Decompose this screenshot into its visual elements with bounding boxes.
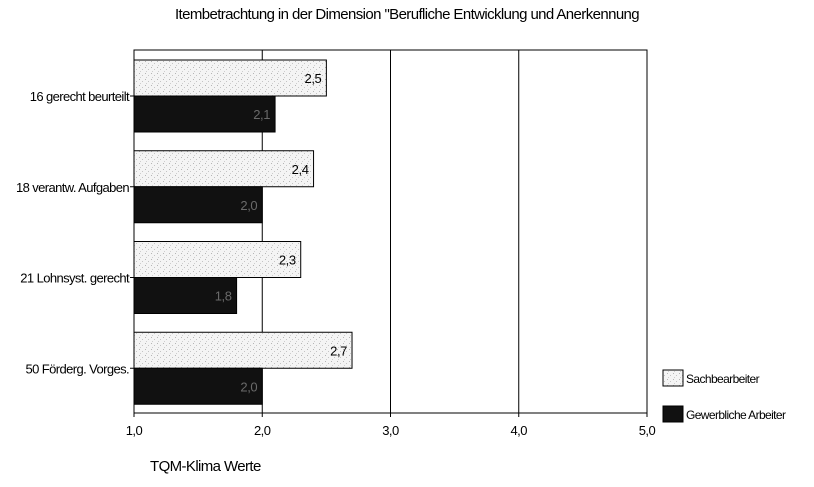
bar-sachbearbeiter <box>133 150 315 188</box>
legend-label: Gewerbliche Arbeiter <box>686 408 786 422</box>
category-label: 16 gerecht beurteilt <box>30 89 130 104</box>
x-tick-label: 5,0 <box>639 423 656 438</box>
data-label: 2,1 <box>253 107 270 122</box>
category-label: 21 Lohnsyst. gerecht <box>20 271 130 286</box>
bar-sachbearbeiter <box>133 331 353 369</box>
x-tick-label: 2,0 <box>254 423 271 438</box>
x-tick-label: 3,0 <box>382 423 399 438</box>
category-label: 18 verantw. Aufgaben <box>16 180 129 195</box>
data-label: 2,3 <box>279 253 296 268</box>
bar-gewerbliche-arbeiter <box>133 95 276 133</box>
legend-label: Sachbearbeiter <box>686 372 760 386</box>
x-tick-label: 1,0 <box>126 423 143 438</box>
x-axis-label: TQM-Klima Werte <box>150 458 261 475</box>
legend-swatch-sachbearbeiter <box>662 369 684 387</box>
legend-swatch-gewerbliche-arbeiter <box>662 405 684 423</box>
data-label: 2,4 <box>292 162 309 177</box>
data-label: 2,5 <box>305 71 322 86</box>
bar-gewerbliche-arbeiter <box>133 186 263 224</box>
bar-gewerbliche-arbeiter <box>133 367 263 405</box>
category-label: 50 Förderg. Vorges. <box>26 361 130 376</box>
bar-sachbearbeiter <box>133 241 302 278</box>
x-tick-label: 4,0 <box>510 423 527 438</box>
data-label: 2,7 <box>330 343 347 358</box>
bar-sachbearbeiter <box>133 59 327 97</box>
data-label: 2,0 <box>240 198 257 213</box>
chart-title: Itembetrachtung in der Dimension "Berufl… <box>174 6 640 23</box>
data-label: 2,0 <box>240 379 257 394</box>
data-label: 1,8 <box>215 289 232 304</box>
bar-gewerbliche-arbeiter <box>133 277 238 314</box>
